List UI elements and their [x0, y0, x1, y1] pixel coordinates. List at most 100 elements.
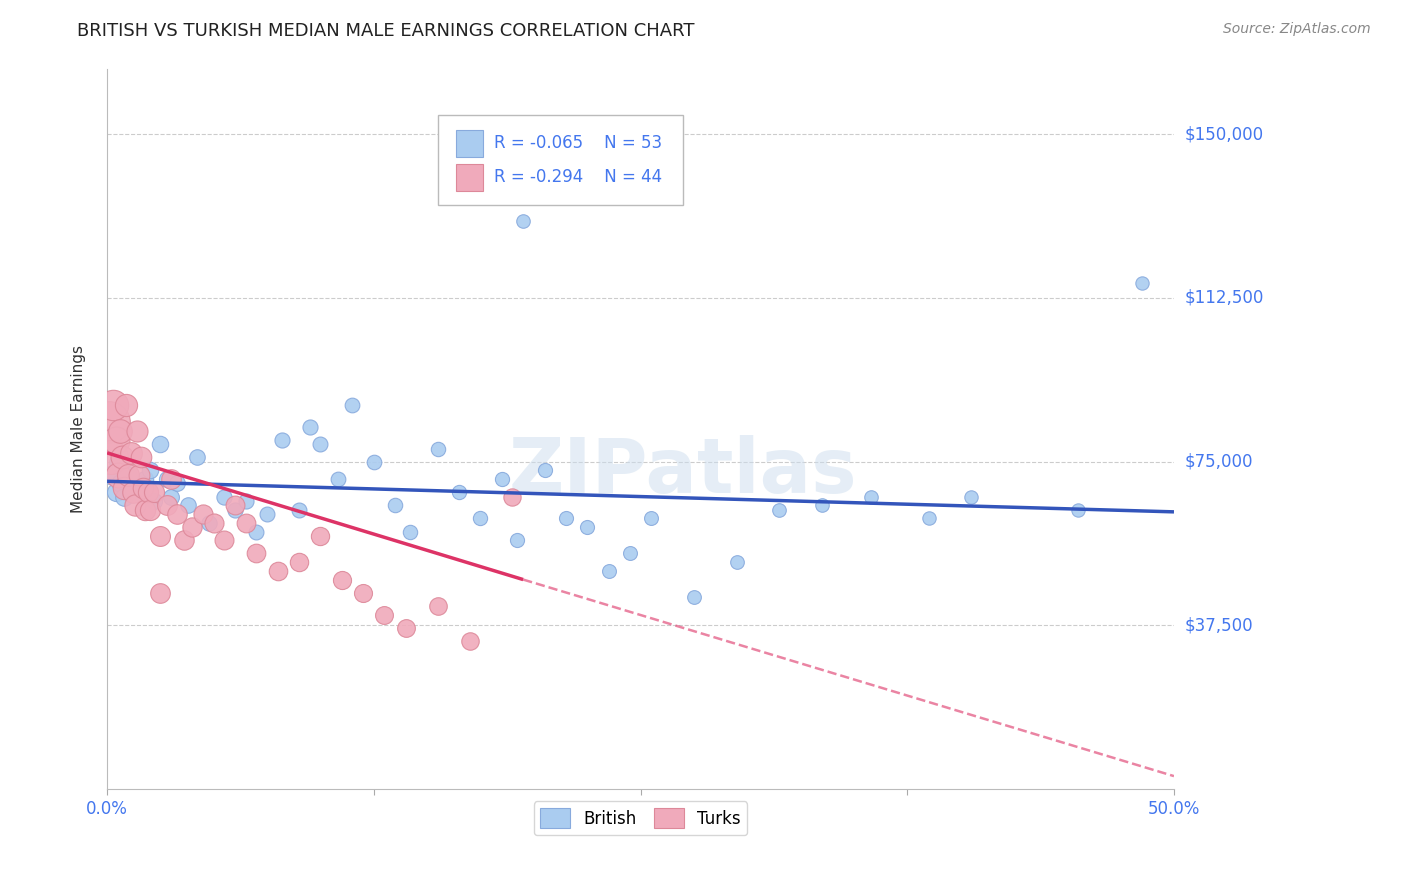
Point — [271, 433, 294, 447]
Point — [449, 485, 471, 500]
Point — [917, 511, 939, 525]
Point — [352, 585, 374, 599]
Text: $112,500: $112,500 — [1185, 289, 1264, 307]
Point — [245, 524, 267, 539]
Point — [342, 398, 364, 412]
FancyBboxPatch shape — [456, 129, 482, 157]
Point — [1130, 276, 1153, 290]
Point — [506, 533, 529, 548]
Point — [160, 490, 183, 504]
Point — [136, 485, 159, 500]
Point — [224, 502, 246, 516]
Point — [121, 485, 143, 500]
Point — [576, 520, 599, 534]
Point — [149, 529, 172, 543]
Point — [395, 621, 418, 635]
Point — [309, 529, 332, 543]
Point — [134, 502, 156, 516]
Text: Source: ZipAtlas.com: Source: ZipAtlas.com — [1223, 22, 1371, 37]
Point — [177, 498, 200, 512]
Point — [128, 467, 150, 482]
Point — [139, 463, 162, 477]
Point — [399, 524, 422, 539]
Point — [330, 573, 353, 587]
Point — [619, 546, 641, 560]
Text: $150,000: $150,000 — [1185, 125, 1264, 143]
Point — [470, 511, 492, 525]
Text: $75,000: $75,000 — [1185, 452, 1254, 471]
Point — [533, 463, 555, 477]
Point — [103, 398, 125, 412]
Point — [107, 467, 129, 482]
Point — [186, 450, 208, 465]
Point — [166, 476, 188, 491]
Point — [134, 472, 156, 486]
Point — [309, 437, 332, 451]
Point — [104, 433, 127, 447]
FancyBboxPatch shape — [456, 163, 482, 191]
Point — [235, 516, 257, 530]
Point — [768, 502, 790, 516]
Point — [373, 607, 395, 622]
Text: $37,500: $37,500 — [1185, 616, 1254, 634]
Point — [288, 502, 311, 516]
Point — [160, 472, 183, 486]
Point — [198, 516, 221, 530]
Point — [384, 498, 406, 512]
Point — [139, 502, 162, 516]
Point — [125, 424, 148, 438]
Point — [859, 490, 882, 504]
Point — [128, 485, 150, 500]
Point — [725, 555, 748, 569]
Point — [108, 476, 131, 491]
Point — [181, 520, 204, 534]
Point — [100, 467, 122, 482]
Point — [202, 516, 225, 530]
Legend: British, Turks: British, Turks — [534, 801, 748, 835]
Point — [811, 498, 834, 512]
Point — [235, 494, 257, 508]
Point — [214, 533, 236, 548]
Point — [156, 498, 179, 512]
Point — [129, 450, 152, 465]
Point — [598, 564, 620, 578]
Point — [149, 437, 172, 451]
FancyBboxPatch shape — [437, 115, 683, 205]
Point — [326, 472, 349, 486]
Point — [117, 467, 139, 482]
Point — [117, 467, 139, 482]
Point — [143, 485, 166, 500]
Point — [124, 498, 146, 512]
Point — [502, 490, 524, 504]
Point — [115, 398, 138, 412]
Text: ZIPatlas: ZIPatlas — [509, 435, 858, 509]
Text: R = -0.065    N = 53: R = -0.065 N = 53 — [495, 135, 662, 153]
Point — [191, 507, 214, 521]
Point — [112, 481, 135, 495]
Point — [363, 455, 385, 469]
Point — [112, 490, 135, 504]
Point — [224, 498, 246, 512]
Point — [173, 533, 195, 548]
Point — [143, 494, 166, 508]
Point — [98, 415, 121, 429]
Point — [426, 599, 449, 613]
Point — [245, 546, 267, 560]
Point — [288, 555, 311, 569]
Point — [121, 481, 143, 495]
Point — [298, 419, 321, 434]
Point — [1067, 502, 1090, 516]
Point — [100, 450, 122, 465]
Point — [426, 442, 449, 456]
Point — [111, 450, 134, 465]
Point — [640, 511, 662, 525]
Point — [458, 633, 481, 648]
Point — [512, 214, 534, 228]
Point — [107, 455, 129, 469]
Point — [166, 507, 188, 521]
Point — [960, 490, 983, 504]
Point — [149, 585, 172, 599]
Point — [120, 446, 142, 460]
Point — [554, 511, 576, 525]
Y-axis label: Median Male Earnings: Median Male Earnings — [72, 345, 86, 513]
